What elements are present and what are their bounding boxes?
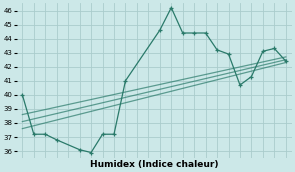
X-axis label: Humidex (Indice chaleur): Humidex (Indice chaleur)	[90, 159, 218, 169]
